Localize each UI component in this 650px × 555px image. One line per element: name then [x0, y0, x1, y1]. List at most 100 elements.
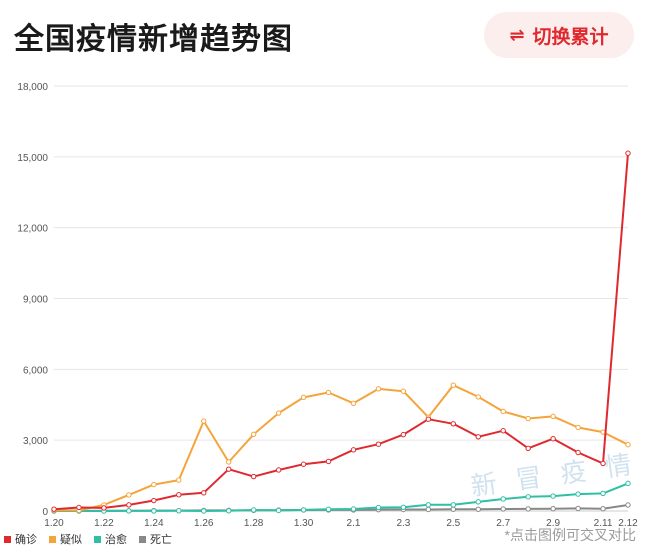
data-point-suspected — [525, 415, 531, 422]
chart-legend: 确诊 疑似 治愈 死亡 — [4, 531, 184, 547]
data-point-cured — [575, 491, 581, 497]
toggle-cumulative-label: 切换累计 — [532, 26, 609, 48]
data-point-suspected — [325, 389, 332, 396]
x-tick-label: 2.1 — [347, 518, 361, 529]
y-tick-label: 9,000 — [23, 295, 48, 306]
data-point-suspected — [375, 386, 382, 392]
legend-swatch — [49, 535, 56, 543]
data-point-cured — [176, 508, 182, 514]
data-point-suspected — [201, 418, 207, 424]
data-point-confirmed — [400, 431, 407, 438]
data-point-suspected — [126, 492, 132, 498]
x-tick-label: 2.11 — [594, 518, 613, 529]
data-point-cured — [400, 504, 407, 510]
legend-item-suspected[interactable]: 疑似 — [49, 531, 82, 547]
data-point-confirmed — [425, 416, 432, 422]
y-tick-label: 12,000 — [17, 224, 48, 235]
data-point-confirmed — [475, 434, 481, 440]
data-point-suspected — [176, 477, 182, 483]
y-tick-label: 0 — [42, 507, 48, 518]
swap-arrows-icon: ⇌ — [509, 24, 525, 45]
data-point-confirmed — [325, 458, 332, 465]
data-point-suspected — [250, 431, 257, 438]
series-line-confirmed — [53, 153, 629, 511]
x-tick-label: 1.28 — [244, 518, 264, 529]
data-point-suspected — [450, 382, 457, 388]
legend-label: 死亡 — [150, 534, 172, 546]
data-point-confirmed — [625, 150, 631, 156]
legend-item-cured[interactable]: 治愈 — [94, 531, 127, 547]
data-point-suspected — [350, 400, 357, 406]
legend-label: 确诊 — [15, 534, 37, 546]
data-point-suspected — [225, 459, 232, 465]
series-line-cured — [53, 482, 629, 512]
data-point-confirmed — [275, 467, 282, 473]
x-tick-label: 1.30 — [294, 518, 314, 529]
data-point-cured — [201, 508, 207, 514]
data-point-cured — [600, 490, 606, 497]
data-point-suspected — [300, 394, 307, 401]
data-point-confirmed — [525, 445, 531, 451]
x-tick-label: 2.5 — [446, 518, 460, 529]
x-tick-label: 2.12 — [618, 518, 638, 529]
data-point-suspected — [475, 394, 481, 400]
data-point-cured — [525, 494, 531, 500]
data-point-confirmed — [300, 461, 307, 467]
data-point-confirmed — [375, 441, 382, 447]
data-point-cured — [225, 508, 232, 514]
page-title: 全国疫情新增趋势图 — [14, 23, 293, 56]
x-tick-label: 2.9 — [546, 518, 560, 529]
y-tick-label: 3,000 — [23, 436, 48, 447]
data-point-confirmed — [225, 466, 232, 472]
data-point-suspected — [400, 388, 407, 394]
data-point-cured — [250, 507, 257, 513]
legend-swatch — [4, 535, 11, 543]
data-point-cured — [325, 506, 332, 512]
data-point-dead — [575, 505, 581, 512]
legend-swatch — [139, 535, 146, 543]
data-point-dead — [475, 506, 481, 512]
data-point-suspected — [275, 410, 282, 416]
data-point-confirmed — [550, 436, 556, 442]
data-point-confirmed — [350, 447, 357, 453]
x-tick-label: 1.26 — [194, 518, 214, 529]
data-point-confirmed — [450, 421, 457, 427]
data-point-suspected — [151, 481, 157, 488]
data-point-confirmed — [126, 502, 132, 508]
legend-item-dead[interactable]: 死亡 — [139, 531, 172, 547]
data-point-suspected — [500, 408, 506, 415]
legend-item-confirmed[interactable]: 确诊 — [4, 531, 37, 547]
data-point-confirmed — [151, 497, 157, 504]
y-tick-label: 15,000 — [17, 153, 48, 164]
legend-hint: *点击图例可交叉对比 — [504, 527, 636, 543]
toggle-cumulative-button[interactable]: ⇌ 切换累计 — [484, 12, 634, 58]
data-point-cured — [550, 493, 556, 499]
series-line-suspected — [54, 384, 629, 512]
legend-swatch — [94, 535, 101, 543]
data-point-suspected — [575, 424, 581, 431]
data-point-cured — [350, 506, 357, 512]
data-point-cured — [300, 507, 307, 513]
data-point-cured — [625, 480, 631, 487]
data-point-dead — [550, 506, 556, 512]
data-point-dead — [450, 506, 457, 512]
data-point-confirmed — [250, 473, 257, 480]
data-point-suspected — [625, 442, 631, 448]
data-point-cured — [375, 504, 382, 511]
data-point-confirmed — [101, 505, 107, 511]
data-point-cured — [500, 496, 506, 502]
data-point-cured — [475, 499, 481, 505]
x-tick-label: 2.3 — [396, 518, 410, 529]
data-point-confirmed — [176, 492, 182, 498]
data-point-cured — [275, 507, 282, 514]
data-point-confirmed — [76, 504, 82, 511]
data-point-dead — [500, 506, 506, 512]
data-point-cured — [151, 508, 157, 514]
y-tick-label: 6,000 — [23, 365, 48, 376]
x-tick-label: 2.7 — [496, 518, 510, 529]
data-point-suspected — [550, 413, 556, 420]
data-point-dead — [525, 506, 531, 512]
data-point-dead — [600, 506, 606, 512]
x-tick-label: 1.20 — [44, 518, 64, 529]
